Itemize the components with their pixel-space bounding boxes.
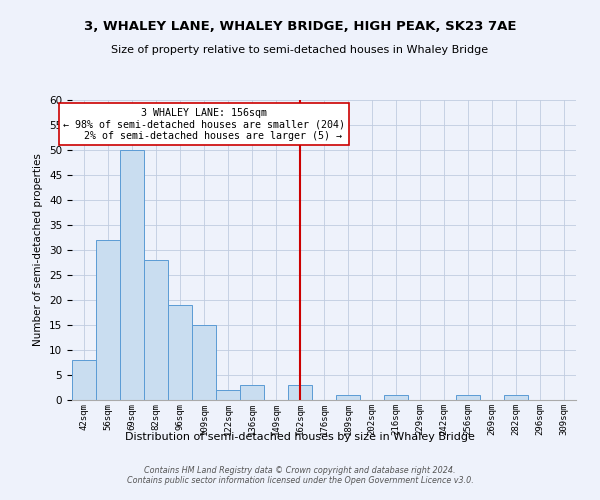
Bar [216,390,240,400]
Bar [96,240,120,400]
Bar [72,360,96,400]
Bar [336,395,360,400]
Text: 3 WHALEY LANE: 156sqm
← 98% of semi-detached houses are smaller (204)
   2% of s: 3 WHALEY LANE: 156sqm ← 98% of semi-deta… [63,108,345,140]
Text: 3, WHALEY LANE, WHALEY BRIDGE, HIGH PEAK, SK23 7AE: 3, WHALEY LANE, WHALEY BRIDGE, HIGH PEAK… [84,20,516,33]
Bar [384,395,408,400]
Bar [240,385,264,400]
Bar [192,325,216,400]
Bar [288,385,312,400]
Bar [120,150,144,400]
Text: Contains HM Land Registry data © Crown copyright and database right 2024.
Contai: Contains HM Land Registry data © Crown c… [127,466,473,485]
Text: Size of property relative to semi-detached houses in Whaley Bridge: Size of property relative to semi-detach… [112,45,488,55]
Bar [144,260,168,400]
Y-axis label: Number of semi-detached properties: Number of semi-detached properties [34,154,43,346]
Text: Distribution of semi-detached houses by size in Whaley Bridge: Distribution of semi-detached houses by … [125,432,475,442]
Bar [456,395,480,400]
Bar [504,395,528,400]
Bar [168,305,192,400]
